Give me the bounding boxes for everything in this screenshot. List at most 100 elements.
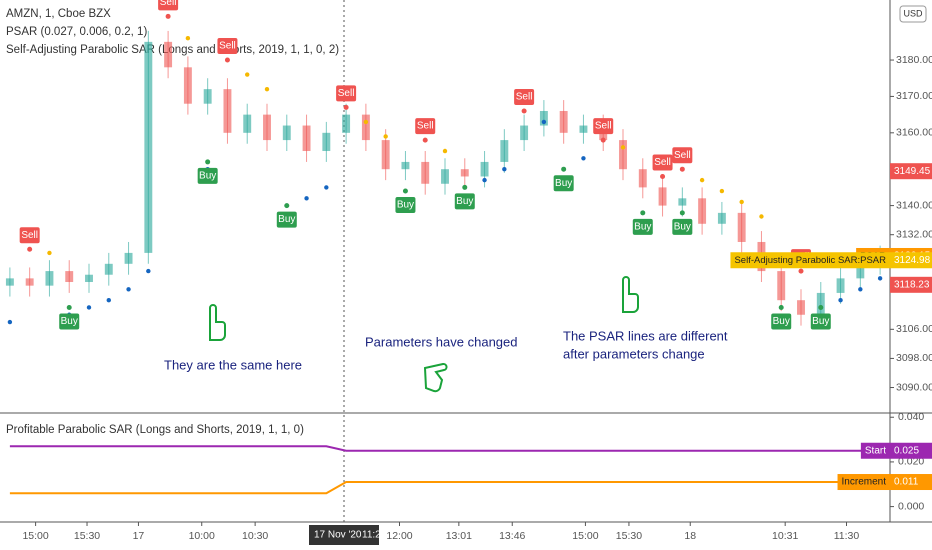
signal-label: Sell: [417, 121, 434, 132]
signal-box: [395, 197, 416, 214]
candle-body: [797, 300, 805, 315]
x-tick-label: 10:00: [189, 530, 215, 542]
psar-dot: [126, 287, 131, 292]
candle-body: [342, 114, 351, 133]
psar-dot: [106, 297, 111, 303]
psar-dot: [739, 199, 744, 205]
signal-point: [660, 173, 666, 179]
signal-label: Buy: [555, 178, 572, 189]
x-tick-label: 13:01: [446, 530, 472, 542]
candle-body: [480, 161, 489, 177]
signal-box: [454, 193, 475, 210]
candle-body: [183, 67, 192, 104]
x-tick-label: 17: [133, 530, 145, 542]
psar-dot: [47, 250, 52, 256]
annotation: Parameters have changed: [365, 334, 517, 349]
indicator-title: Profitable Parabolic SAR (Longs and Shor…: [6, 424, 304, 436]
candle-body: [164, 41, 173, 68]
signal-point: [640, 210, 646, 216]
psar-dot: [363, 119, 369, 125]
candle-body: [717, 212, 726, 224]
signal-label: Sell: [160, 0, 177, 8]
candle-body: [25, 278, 34, 286]
signal-point: [679, 166, 685, 172]
psar-dot: [877, 276, 883, 281]
candle-body: [381, 140, 390, 170]
line-series: [9, 481, 881, 495]
psar-dot: [442, 148, 448, 154]
x-tick-label: 18: [684, 530, 696, 542]
candle-body: [619, 140, 627, 170]
signal-label: Buy: [812, 316, 829, 327]
psar-dot: [838, 297, 843, 303]
psar-dot: [581, 156, 586, 161]
candle-body: [322, 132, 331, 152]
candle-body: [104, 263, 113, 275]
candle-body: [737, 212, 746, 242]
currency: USD: [903, 8, 923, 18]
candle-body: [520, 125, 529, 141]
candle-body: [5, 278, 14, 286]
y-tick-label: 0.040: [898, 411, 924, 423]
signal-box: [593, 118, 614, 135]
psar-dot: [86, 305, 92, 310]
candle-body: [579, 125, 588, 133]
y-tick-label: 3090.00: [896, 381, 932, 393]
signal-label: Buy: [773, 316, 790, 327]
x-tick-label: 15:30: [616, 530, 642, 542]
candle-body: [856, 263, 865, 279]
candle-body: [203, 89, 212, 104]
candle-body: [441, 169, 449, 184]
x-tick-label: 10:30: [242, 530, 268, 542]
crosshair-time: 11:23: [362, 530, 387, 541]
price-tag-box: [890, 252, 932, 269]
hand-icon: [209, 276, 639, 393]
psar-dot: [7, 319, 13, 325]
candle-body: [816, 292, 825, 315]
x-tick-label: 10:31: [772, 530, 798, 542]
psar-dot: [383, 134, 388, 139]
signal-label: Sell: [674, 150, 691, 161]
series-name-box: [837, 474, 890, 491]
signal-box: [514, 88, 535, 105]
series-name: Increment: [842, 477, 887, 488]
candle-body: [124, 252, 133, 264]
hand-icon: [622, 276, 639, 313]
x-tick-label: 15:30: [74, 530, 100, 542]
psar-dot: [502, 167, 507, 172]
psar-dot: [304, 196, 309, 201]
hand-icon: [209, 304, 226, 341]
signal-box: [217, 38, 238, 55]
x-tick-label: 15:00: [22, 530, 48, 542]
psar-dot: [146, 268, 151, 274]
candle-body: [45, 271, 54, 286]
crosshair-date: 17 Nov '20: [314, 530, 362, 541]
signal-box: [276, 211, 297, 228]
candle-body: [539, 110, 548, 126]
price-tag-box: [890, 163, 932, 180]
candle-body: [678, 198, 687, 206]
y-tick-label: 3106.00: [896, 323, 932, 335]
y-tick-label: 3160.00: [896, 127, 932, 139]
psar-dot: [541, 119, 547, 125]
psar-dot: [620, 145, 626, 150]
signal-label: Buy: [199, 171, 216, 182]
series-name: Start: [865, 445, 886, 456]
x-tick-label: 13:46: [499, 530, 525, 542]
x-tick-label: 12:00: [386, 530, 412, 542]
signal-box: [553, 175, 574, 192]
psar-dot: [245, 72, 250, 77]
candle-body: [698, 198, 707, 224]
signal-label: Sell: [654, 157, 671, 168]
signal-point: [165, 13, 171, 19]
price-tag-name-box: [730, 252, 890, 269]
signal-box: [632, 218, 653, 235]
psar-dot: [324, 185, 329, 190]
signal-point: [818, 304, 824, 310]
currency-box[interactable]: [899, 5, 927, 23]
signal-box: [197, 167, 218, 184]
signal-box: [19, 227, 40, 244]
signal-point: [402, 188, 408, 194]
signal-point: [561, 166, 567, 172]
signal-label: Buy: [634, 222, 651, 233]
